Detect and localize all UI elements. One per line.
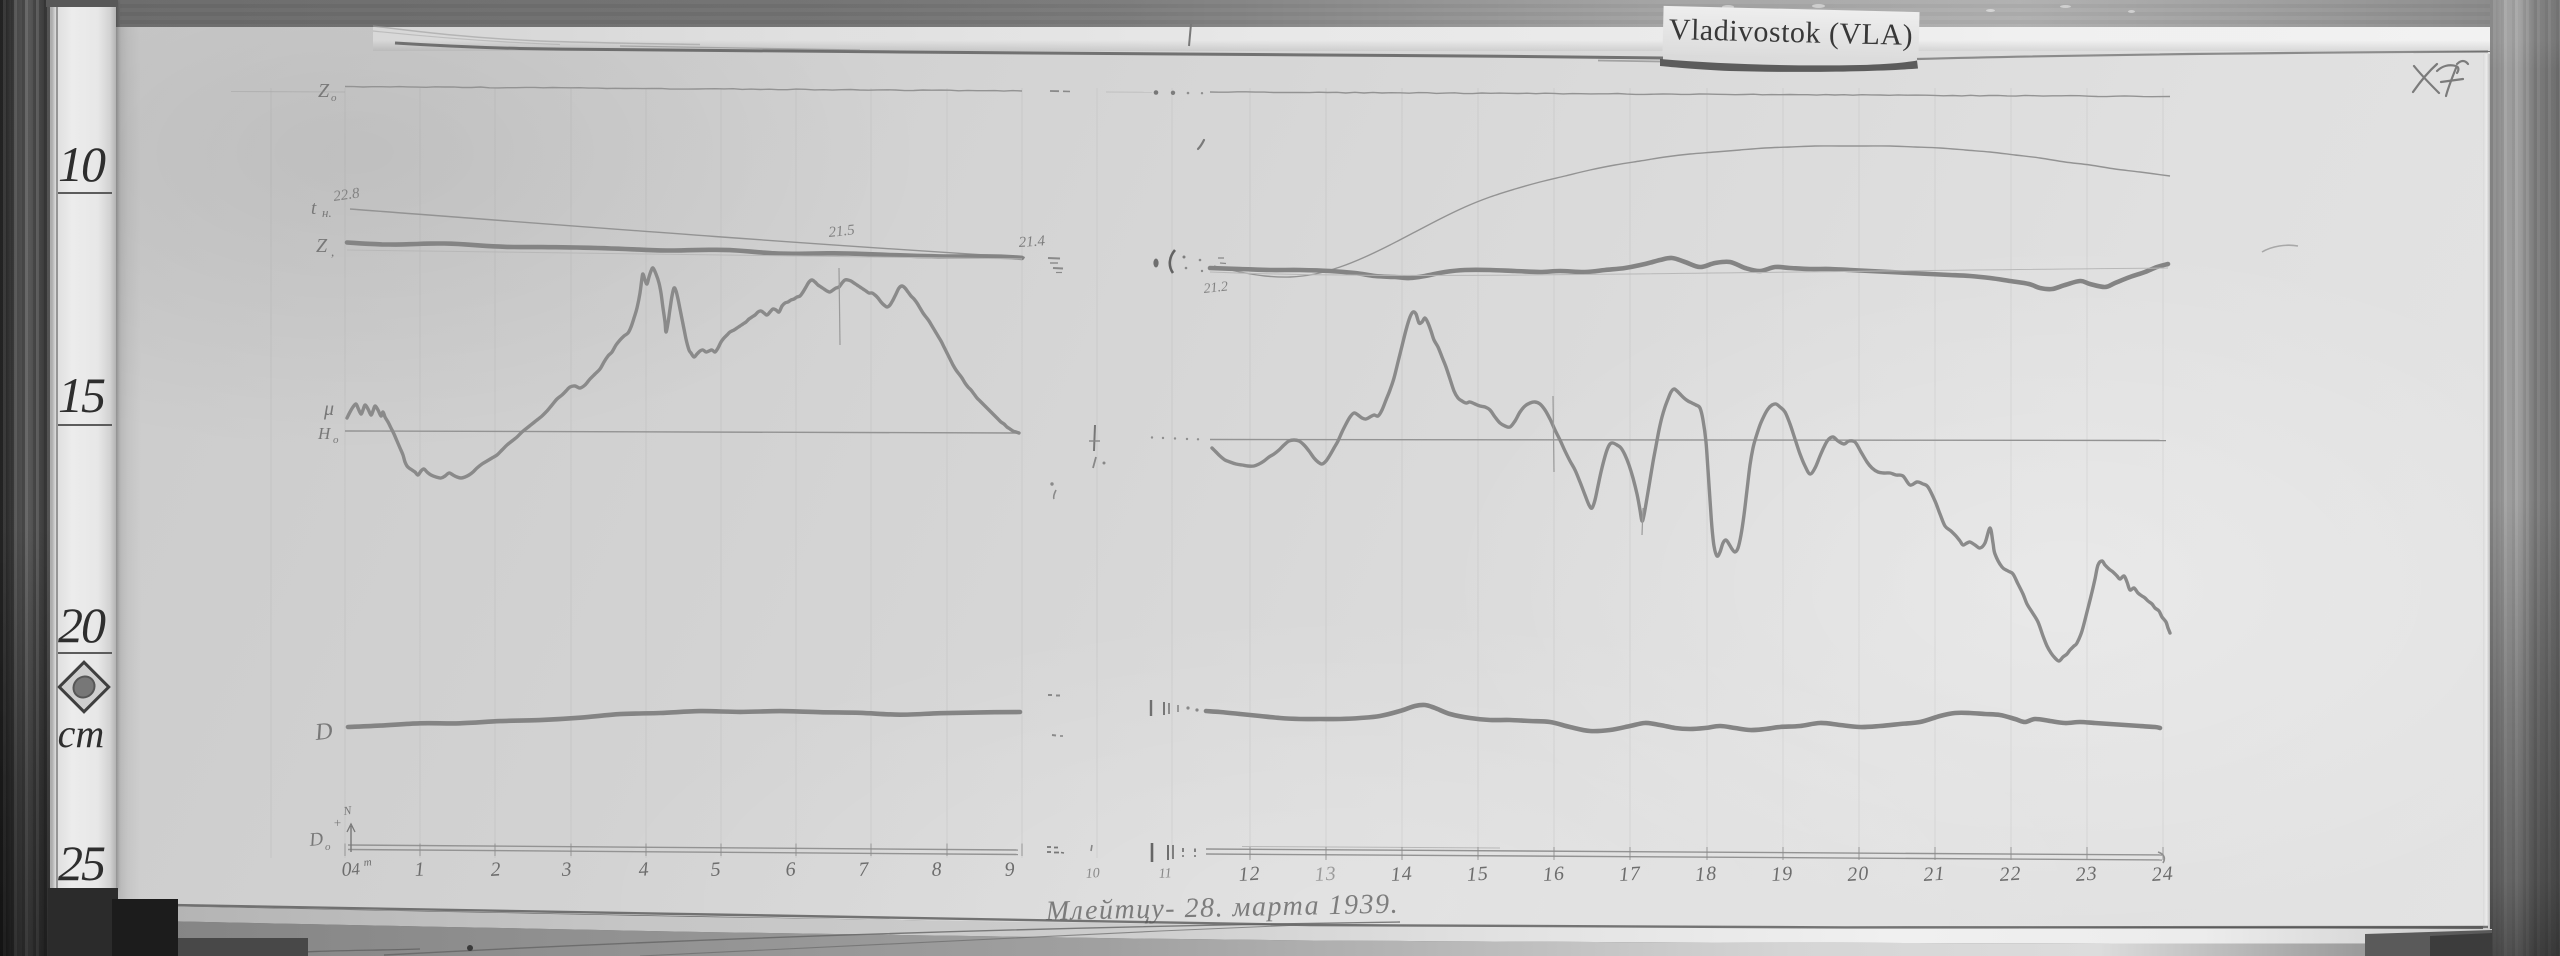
svg-text:21.2: 21.2 [1203,279,1229,296]
svg-text:5: 5 [710,858,722,881]
svg-text:m: m [363,856,372,869]
svg-text:4: 4 [638,858,650,881]
svg-text:+: + [333,815,342,830]
svg-text:o: o [333,434,339,446]
svg-text:22.8: 22.8 [332,185,361,205]
svg-text:15: 15 [1466,863,1489,886]
svg-text:t: t [311,198,317,219]
svg-text:,: , [331,244,334,259]
svg-text:D: D [307,829,324,851]
svg-text:24: 24 [2151,863,2174,886]
svg-text:μ: μ [323,398,334,420]
svg-text:21: 21 [1923,863,1946,886]
svg-text:12: 12 [1238,863,1261,886]
svg-text:2: 2 [490,858,502,881]
svg-text:N: N [341,803,353,818]
svg-text:13: 13 [1314,863,1337,886]
svg-text:o: o [325,841,331,853]
svg-text:21.5: 21.5 [828,222,856,241]
svg-text:7: 7 [858,858,871,881]
svg-text:0: 0 [341,858,353,881]
svg-text:6: 6 [785,858,797,881]
svg-text:8: 8 [931,858,943,881]
svg-text:21.4: 21.4 [1018,233,1046,251]
svg-text:H: H [317,424,332,443]
svg-text:Z: Z [316,235,328,257]
svg-text:14: 14 [1390,863,1413,886]
svg-text:н.: н. [322,205,332,220]
svg-text:D: D [313,718,334,746]
svg-text:3: 3 [560,858,573,881]
svg-text:23: 23 [2075,863,2098,886]
svg-text:11: 11 [1158,866,1172,882]
svg-text:4: 4 [350,859,361,879]
svg-text:17: 17 [1618,863,1641,886]
svg-text:o: o [331,92,337,104]
svg-text:10: 10 [1085,866,1100,882]
svg-text:22: 22 [1999,863,2022,886]
svg-text:9: 9 [1004,858,1016,881]
svg-text:16: 16 [1542,863,1565,886]
svg-text:19: 19 [1771,863,1794,886]
svg-text:1: 1 [414,858,426,881]
svg-text:Z: Z [318,80,330,102]
svg-text:18: 18 [1694,863,1717,886]
svg-text:20: 20 [1847,863,1870,886]
